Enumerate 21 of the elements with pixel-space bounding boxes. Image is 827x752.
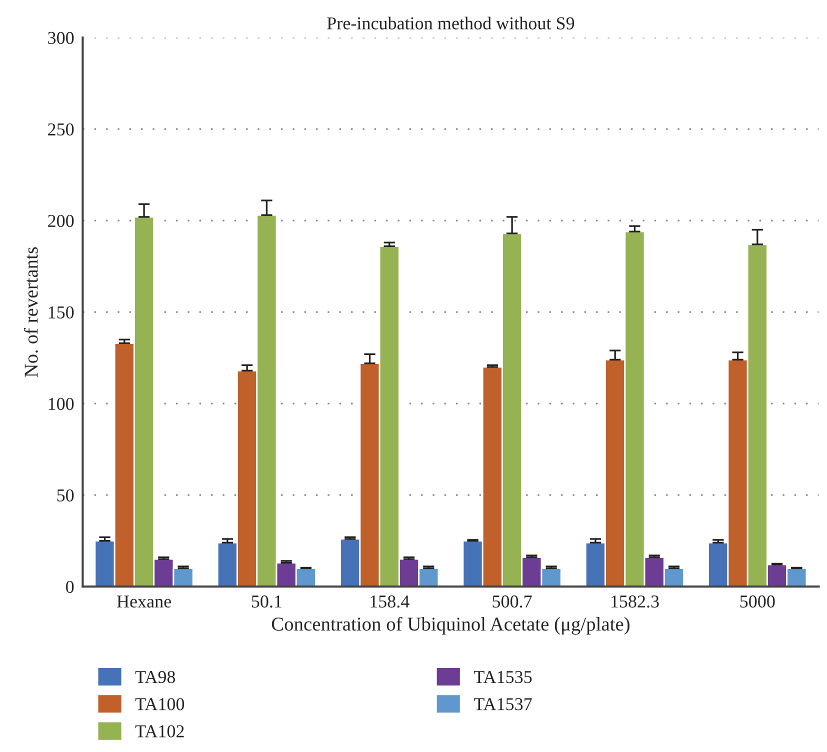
x-tick-label: 158.4: [370, 595, 410, 608]
legend-label: TA1535: [474, 670, 532, 684]
x-tick-label: 1582.3: [611, 595, 659, 608]
y-tick-label: 150: [48, 306, 74, 319]
y-tick-label: 200: [48, 214, 74, 228]
y-tick-label: 300: [48, 32, 74, 44]
y-tick-label: 50: [57, 489, 74, 502]
y-tick-label: 250: [48, 123, 74, 136]
y-tick-label: 100: [48, 398, 74, 410]
legend-label: TA1537: [474, 698, 532, 710]
x-tick-label: Hexane: [116, 596, 171, 608]
x-axis-title: Concentration of Ubiquinol Acetate (μg/plate): [272, 616, 630, 635]
legend-label: TA102: [135, 725, 184, 738]
chart-title: Pre-incubation method without S9: [327, 16, 574, 30]
x-tick-label: 50.1: [252, 595, 282, 608]
legend-label: TA98: [135, 670, 176, 684]
legend-label: TA100: [135, 698, 184, 710]
y-axis-title: No. of revertants: [24, 247, 38, 378]
x-tick-label: 500.7: [492, 595, 532, 608]
x-tick-label: 5000: [740, 595, 775, 608]
y-tick-label: 0: [66, 580, 74, 593]
